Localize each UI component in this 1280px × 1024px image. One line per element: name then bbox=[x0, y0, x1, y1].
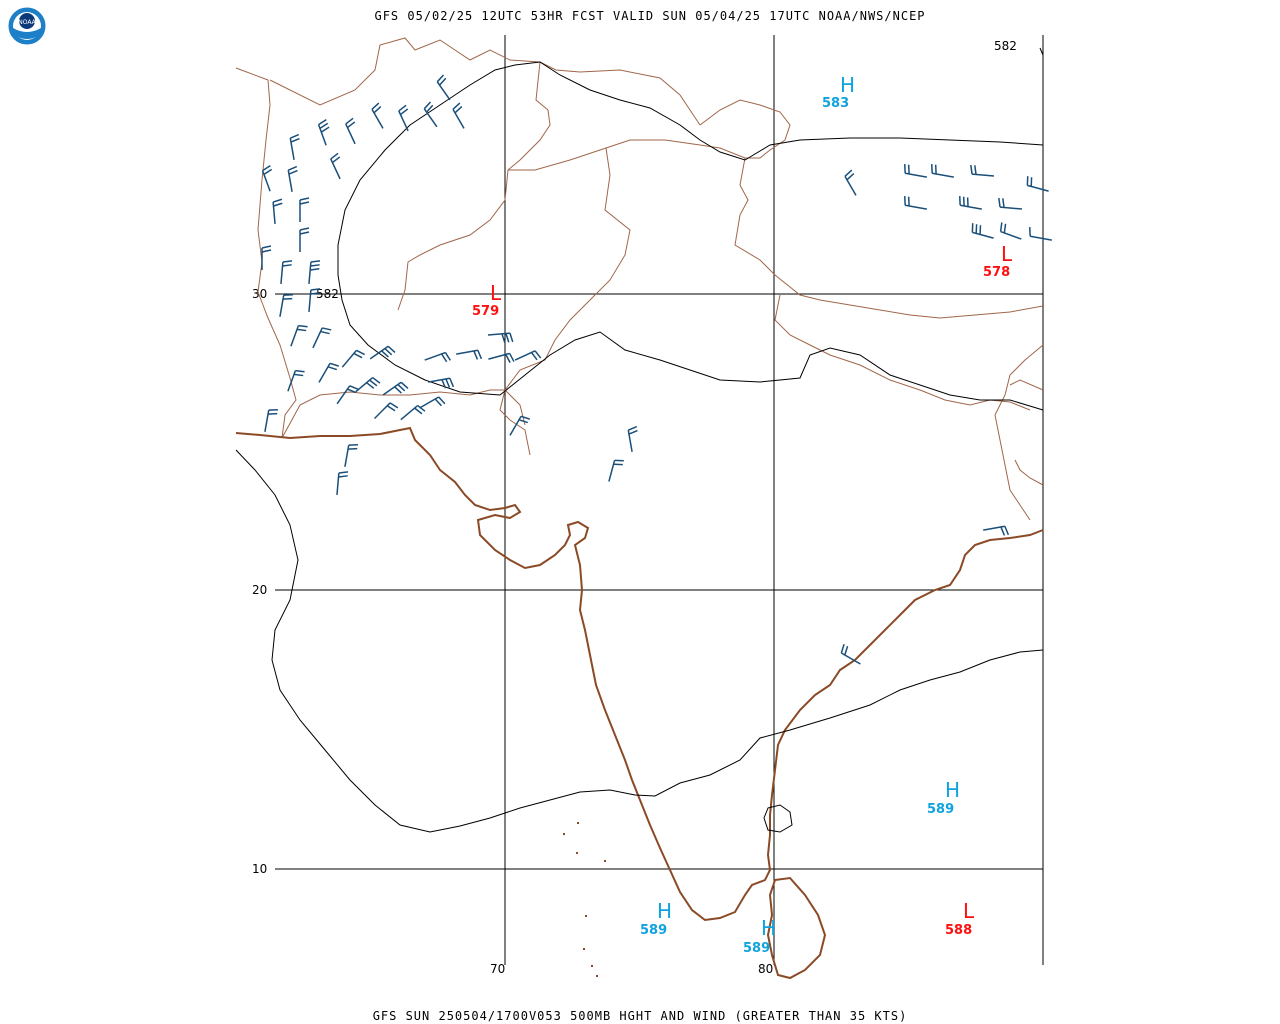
lon-label-80: 80 bbox=[758, 962, 773, 976]
wind-barb-icon bbox=[608, 459, 624, 482]
wind-barb-icon bbox=[424, 351, 451, 363]
pressure-centers: H 583 L 579 L 578 H 589 H 589 H 589 L 58… bbox=[472, 73, 1013, 956]
high-center-value: 589 bbox=[927, 802, 954, 817]
wind-barb-icon bbox=[355, 376, 381, 393]
wind-barb-icon bbox=[318, 362, 340, 383]
low-center-letter: L bbox=[963, 899, 975, 923]
wind-barb-icon bbox=[983, 525, 1010, 536]
contour-label-582-west: 582 bbox=[316, 287, 339, 301]
wind-barb-icon bbox=[336, 385, 359, 405]
height-contours bbox=[235, 47, 1044, 833]
high-center-letter: H bbox=[761, 916, 776, 940]
wind-barb-icon bbox=[369, 345, 396, 360]
noaa-logo-text: NOAA bbox=[18, 19, 36, 26]
wind-barb-icon bbox=[419, 396, 446, 409]
wind-barb-icon bbox=[428, 377, 455, 389]
wind-barb-icon bbox=[970, 164, 995, 177]
low-center-value: 588 bbox=[945, 923, 972, 938]
wind-barb-icon bbox=[903, 196, 927, 210]
high-center-value: 583 bbox=[822, 96, 849, 111]
wind-barb-icon bbox=[299, 197, 310, 222]
wind-barb-icon bbox=[487, 332, 514, 343]
wind-barb-icon bbox=[308, 260, 321, 285]
wind-barb-icon bbox=[312, 327, 332, 349]
wind-barb-icon bbox=[1026, 176, 1049, 192]
wind-barb-icon bbox=[488, 352, 515, 363]
wind-barb-icon bbox=[261, 165, 273, 192]
wind-barbs bbox=[261, 74, 1052, 665]
wind-barb-icon bbox=[341, 349, 365, 368]
high-center-value: 589 bbox=[640, 923, 667, 938]
wind-barb-icon bbox=[287, 165, 298, 192]
wind-barb-icon bbox=[998, 197, 1023, 210]
wind-barb-icon bbox=[308, 288, 321, 313]
wind-barb-icon bbox=[840, 643, 861, 665]
wind-barb-icon bbox=[514, 350, 542, 361]
low-center-letter: L bbox=[1001, 242, 1013, 266]
wind-barb-icon bbox=[290, 324, 308, 347]
wind-barb-icon bbox=[958, 196, 982, 210]
high-center-letter: H bbox=[840, 73, 855, 97]
lat-label-30: 30 bbox=[252, 287, 267, 301]
lat-label-10: 10 bbox=[252, 862, 267, 876]
wind-barb-icon bbox=[279, 293, 293, 317]
coastline bbox=[235, 426, 1044, 980]
wind-barb-icon bbox=[400, 404, 426, 421]
high-center-value: 589 bbox=[743, 941, 770, 956]
wind-barb-icon bbox=[280, 260, 293, 285]
wind-barb-icon bbox=[373, 402, 399, 420]
wind-barb-icon bbox=[903, 164, 927, 178]
lat-label-20: 20 bbox=[252, 583, 267, 597]
wind-barb-icon bbox=[330, 152, 341, 180]
wind-barb-icon bbox=[336, 471, 349, 496]
low-center-value: 578 bbox=[983, 265, 1010, 280]
political-borders bbox=[235, 37, 1044, 521]
high-center-letter: H bbox=[657, 899, 672, 923]
wind-barb-icon bbox=[398, 104, 409, 132]
wind-barb-icon bbox=[509, 415, 531, 436]
map-footer-title: GFS SUN 250504/1700V053 500MB HGHT AND W… bbox=[372, 1009, 908, 1023]
map-title: GFS 05/02/25 12UTC 53HR FCST VALID SUN 0… bbox=[374, 9, 926, 23]
islands bbox=[563, 822, 606, 977]
lat-lon-grid bbox=[275, 35, 1043, 965]
wind-barb-icon bbox=[844, 169, 857, 196]
low-center-letter: L bbox=[490, 281, 502, 305]
wind-barb-icon bbox=[287, 369, 305, 392]
wind-barb-icon bbox=[382, 381, 409, 396]
wind-barb-icon bbox=[999, 222, 1022, 240]
wind-barb-icon bbox=[299, 227, 310, 252]
wind-barb-icon bbox=[436, 74, 451, 101]
wind-barb-icon bbox=[1028, 227, 1052, 241]
high-center-letter: H bbox=[945, 778, 960, 802]
wind-barb-icon bbox=[345, 117, 356, 145]
contour-label-582-north: 582 bbox=[994, 39, 1017, 53]
wind-barb-icon bbox=[971, 223, 994, 239]
wind-barb-icon bbox=[452, 102, 465, 129]
wind-barb-icon bbox=[930, 164, 954, 178]
wind-barb-icon bbox=[344, 443, 358, 467]
wind-barb-icon bbox=[317, 119, 330, 146]
low-center-value: 579 bbox=[472, 304, 499, 319]
wind-barb-icon bbox=[456, 349, 483, 360]
wind-barb-icon bbox=[627, 425, 638, 452]
noaa-logo-icon: NOAA bbox=[7, 6, 47, 46]
wind-barb-icon bbox=[371, 102, 384, 129]
wind-barb-icon bbox=[264, 408, 278, 432]
wind-barb-icon bbox=[289, 133, 300, 160]
wind-barb-icon bbox=[423, 101, 438, 128]
wind-barb-icon bbox=[261, 245, 272, 270]
wind-barb-icon bbox=[272, 198, 283, 225]
lon-label-70: 70 bbox=[490, 962, 505, 976]
